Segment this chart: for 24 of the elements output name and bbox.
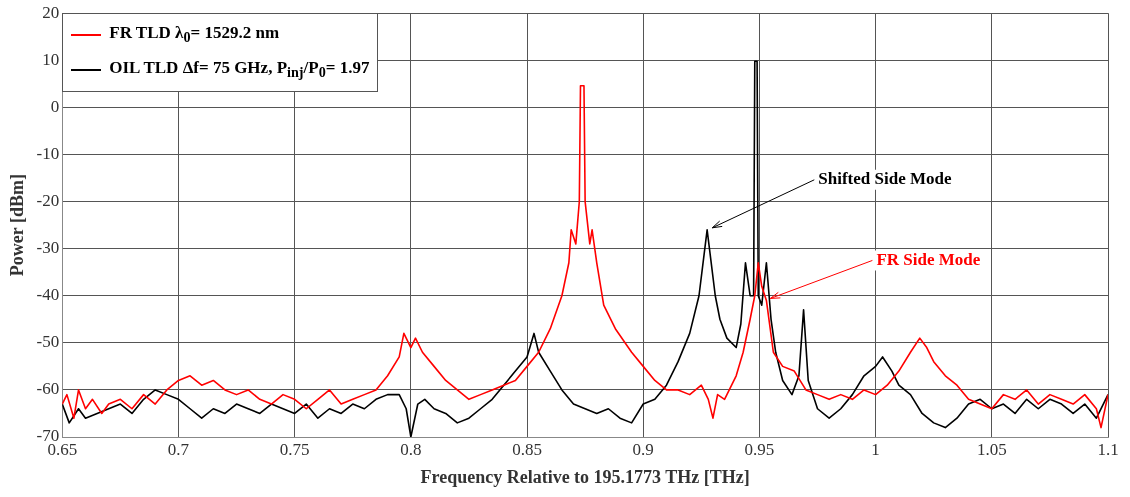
legend-label: OIL TLD Δf= 75 GHz, P$_{inj}$/P$_{0}$= 1.97	[109, 56, 370, 82]
x-tick-label: 0.75	[279, 439, 310, 459]
annotation: Shifted Side Mode	[818, 169, 952, 189]
y-tick-label: -10	[36, 143, 60, 163]
legend-label: FR TLD λ$_{0}$= 1529.2 nm	[109, 22, 280, 48]
y-axis-title: Power [dBm]	[7, 174, 28, 277]
y-tick-label: -20	[36, 191, 60, 211]
x-tick-label: 0.9	[632, 439, 654, 459]
y-tick-label: -30	[36, 238, 60, 258]
y-tick-label: -60	[36, 379, 60, 399]
y-tick-label: 20	[42, 2, 60, 22]
x-tick-label: 0.85	[512, 439, 542, 459]
x-tick-label: 0.95	[744, 439, 775, 459]
x-tick-label: 1.1	[1097, 439, 1119, 459]
x-tick-label: 0.8	[400, 439, 422, 459]
y-tick-label: -50	[36, 332, 60, 352]
y-tick-label: 0	[50, 96, 60, 116]
x-tick-label: 1	[871, 439, 880, 459]
y-tick-label: 10	[42, 49, 60, 69]
x-tick-label: 1.05	[976, 439, 1007, 459]
y-tick-label: -40	[36, 285, 60, 305]
x-tick-label: 0.7	[167, 439, 190, 459]
annotation: FR Side Mode	[876, 249, 981, 269]
x-axis-title: Frequency Relative to 195.1773 THz [THz]	[420, 466, 750, 487]
